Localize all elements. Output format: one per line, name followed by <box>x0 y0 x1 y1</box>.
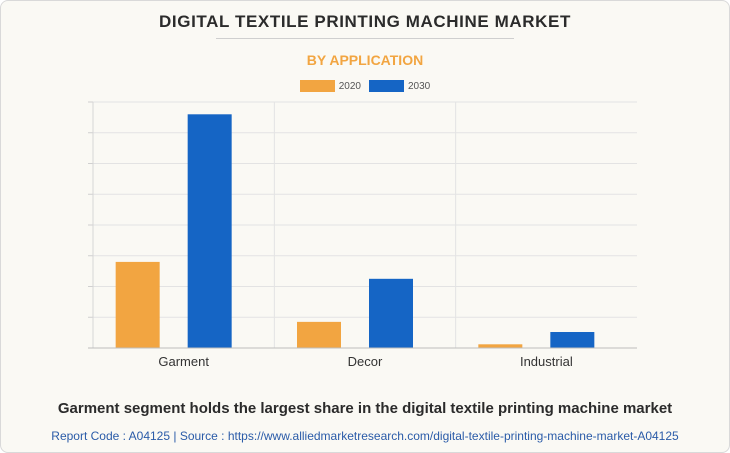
chart-legend: 2020 2030 <box>1 80 729 92</box>
bar-industrial-2030 <box>550 332 595 348</box>
bar-garment-2020 <box>115 261 160 348</box>
bar-decor-2020 <box>297 321 341 348</box>
legend-item-2020: 2020 <box>299 80 361 92</box>
x-tick-label: Decor <box>348 354 383 369</box>
bar-chart: Garment Decor Industrial <box>88 101 637 369</box>
bar-industrial-2020 <box>478 344 523 348</box>
legend-label-2030: 2030 <box>408 80 431 92</box>
chart-caption: Garment segment holds the largest share … <box>57 400 673 417</box>
legend-label-2020: 2020 <box>338 80 361 92</box>
legend-swatch-2020 <box>299 80 335 92</box>
legend-swatch-2030 <box>369 80 404 92</box>
bar-garment-2030 <box>187 114 232 348</box>
chart-subtitle: BY APPLICATION <box>306 52 424 68</box>
x-tick-label: Industrial <box>520 354 573 369</box>
title-divider <box>216 38 514 39</box>
x-tick-label: Garment <box>158 354 209 369</box>
chart-title: DIGITAL TEXTILE PRINTING MACHINE MARKET <box>159 12 571 31</box>
legend-item-2030: 2030 <box>369 80 430 92</box>
source-line: Report Code : A04125 | Source : https://… <box>51 429 679 443</box>
bar-decor-2030 <box>369 278 413 348</box>
